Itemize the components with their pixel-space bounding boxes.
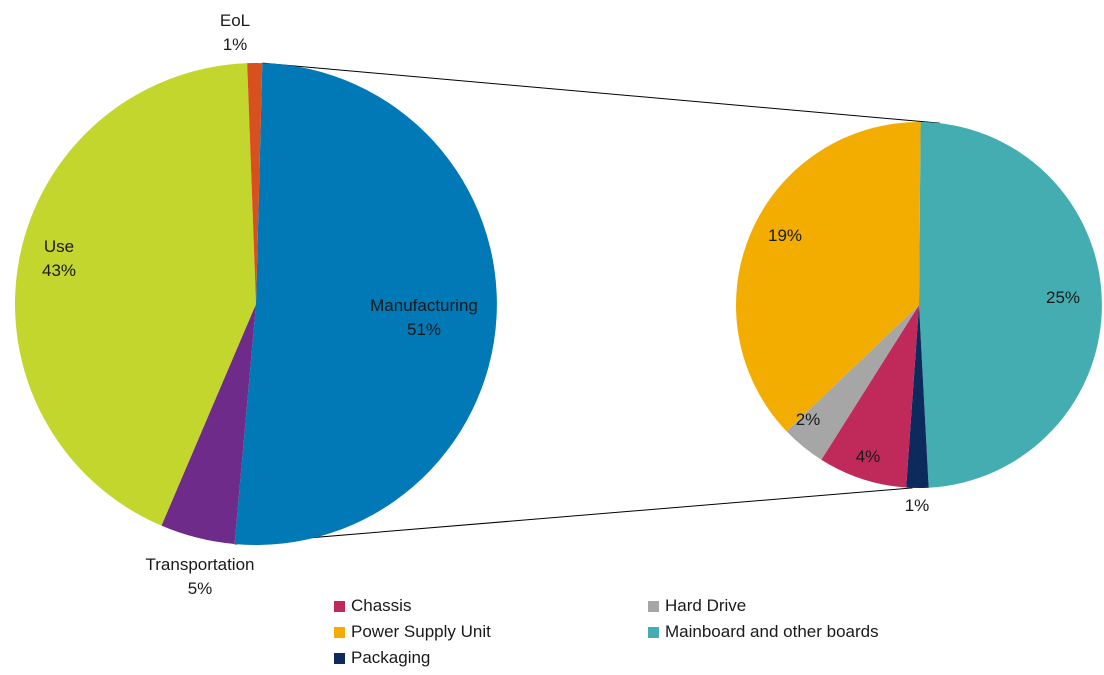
legend-item-mainboard: Mainboard and other boards [648, 622, 879, 642]
pie-slice-mainboard-and-other-boards [919, 122, 1102, 488]
slice-labels: Manufacturing 51% Transportation 5% Use 43% Eo… [42, 11, 1080, 598]
legend-label: Power Supply Unit [351, 622, 491, 641]
pie-slice-transportation [161, 304, 256, 545]
legend-item-packaging: Packaging [334, 648, 430, 668]
label-transportation: Transportation 5% [146, 555, 255, 598]
pie-slice-chassis [821, 305, 919, 488]
legend-label: Packaging [351, 648, 431, 667]
pie-slice-packaging [906, 305, 929, 488]
label-chassis: 4% [856, 447, 881, 466]
pie-slice-eol [247, 62, 263, 304]
label-packaging: 1% [905, 496, 930, 515]
label-manufacturing: Manufacturing 51% [370, 296, 478, 339]
breakdown-pie [736, 122, 1102, 488]
pie-connector-lines [234, 62, 940, 545]
pie-slice-use [14, 63, 256, 526]
label-use: Use 43% [42, 237, 76, 280]
legend-swatch [334, 652, 345, 664]
label-power-supply-unit: 19% [768, 226, 802, 245]
legend-label: Chassis [351, 596, 412, 615]
legend-label: Mainboard and other boards [665, 622, 879, 641]
pie-slice-hard-drive [786, 305, 919, 460]
legend-label: Hard Drive [665, 596, 747, 615]
connector-line [234, 487, 913, 545]
legend-item-chassis: Chassis [334, 596, 411, 616]
pie-slice-power-supply-unit [736, 122, 921, 432]
legend-swatch [648, 600, 659, 612]
main-pie [14, 62, 497, 545]
legend-item-power-supply-unit: Power Supply Unit [334, 622, 491, 642]
legend-item-hard-drive: Hard Drive [648, 596, 746, 616]
legend-swatch [648, 626, 659, 638]
label-eol: EoL 1% [220, 11, 250, 54]
legend-swatch [334, 626, 345, 638]
label-hard-drive: 2% [796, 410, 821, 429]
connector-line [262, 62, 940, 124]
label-mainboard: 25% [1046, 288, 1080, 307]
pie-slice-manufacturing [234, 63, 497, 545]
legend-swatch [334, 600, 345, 612]
